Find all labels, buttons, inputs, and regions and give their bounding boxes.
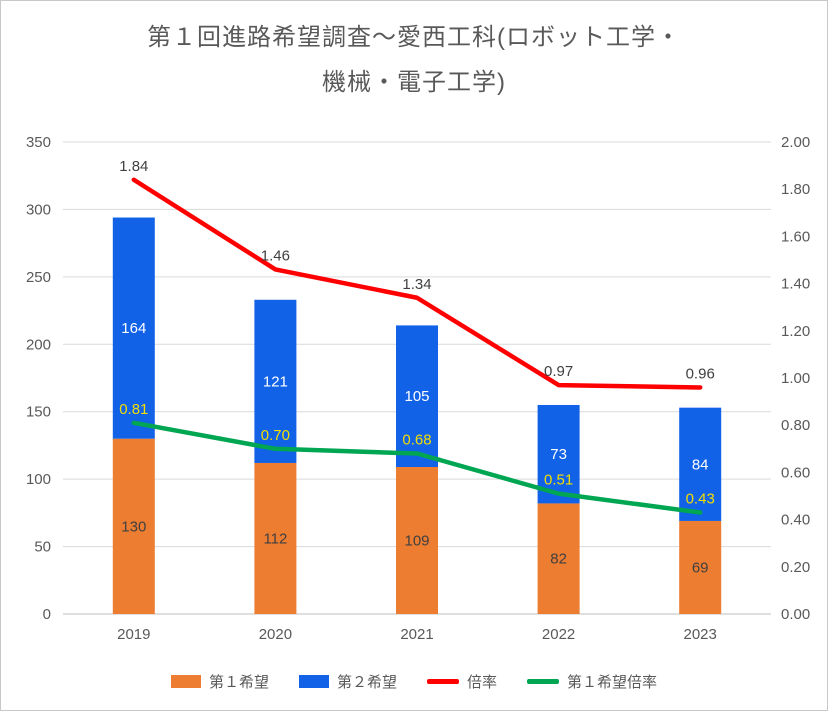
legend-item: 倍率	[427, 671, 497, 692]
bar-data-label: 112	[263, 530, 287, 547]
line-data-label: 0.97	[544, 363, 573, 380]
bar-data-label: 82	[550, 551, 567, 568]
bar-segment	[112, 217, 155, 439]
category-label: 2021	[400, 626, 433, 643]
left-axis-tick: 0	[43, 606, 51, 623]
bar-data-label: 84	[692, 456, 709, 473]
legend-label: 第１希望倍率	[567, 674, 658, 691]
category-label: 2020	[259, 626, 292, 643]
right-axis-tick: 1.00	[781, 370, 810, 387]
category-label: 2019	[117, 626, 150, 643]
bar-data-label: 164	[121, 320, 146, 337]
legend-line-marker	[527, 679, 560, 684]
right-axis-tick: 0.40	[781, 512, 810, 529]
bar-segment	[537, 404, 580, 504]
category-label: 2023	[684, 626, 717, 643]
chart-title-line1: 第１回進路希望調査～愛西工科(ロボット工学・	[147, 24, 681, 51]
chart-legend: 第１希望 第２希望 倍率 第１希望倍率	[1, 671, 827, 692]
line-data-label: 1.34	[402, 276, 431, 293]
legend-label: 第１希望	[208, 674, 269, 691]
legend-line-marker	[427, 679, 459, 684]
bar-segment	[396, 467, 438, 614]
bar-segment	[679, 520, 722, 614]
line-data-label: 0.43	[686, 491, 715, 508]
bar-segment	[537, 503, 580, 614]
right-axis-tick: 0.00	[781, 606, 810, 623]
bar-segment	[112, 438, 155, 614]
right-axis-tick: 1.40	[781, 276, 810, 293]
left-axis-tick: 150	[26, 404, 51, 421]
left-axis-tick: 50	[34, 539, 51, 556]
right-axis-tick: 0.80	[781, 417, 810, 434]
right-axis-tick: 0.60	[781, 464, 810, 481]
line-data-label: 0.68	[402, 432, 431, 449]
right-axis-tick: 0.20	[781, 559, 810, 576]
line-data-label: 0.96	[686, 365, 715, 382]
line-data-label: 0.81	[119, 401, 148, 418]
left-axis-tick: 200	[26, 336, 51, 353]
bar-segment	[679, 407, 722, 521]
bar-data-label: 109	[404, 533, 429, 550]
line-data-label: 0.70	[261, 427, 290, 444]
bar-segment	[396, 325, 438, 468]
legend-label: 倍率	[467, 674, 498, 691]
line-data-label: 0.51	[544, 472, 573, 489]
bar-data-label: 73	[550, 446, 567, 463]
bar-data-label: 105	[404, 388, 429, 405]
line-series	[131, 177, 703, 390]
legend-bar-marker	[298, 675, 329, 688]
bar-data-label: 121	[263, 373, 288, 390]
line-series	[131, 420, 703, 515]
chart-title-line2: 機械・電子工学)	[322, 69, 506, 96]
left-axis-tick: 100	[26, 471, 51, 488]
right-axis-tick: 1.80	[781, 181, 810, 198]
category-label: 2022	[542, 626, 575, 643]
legend-item: 第１希望	[170, 671, 269, 692]
right-axis-tick: 1.20	[781, 323, 810, 340]
legend-label: 第２希望	[336, 674, 397, 691]
bar-data-label: 69	[692, 559, 709, 576]
bar-segment	[254, 299, 297, 463]
bar-data-label: 130	[121, 518, 146, 535]
right-axis-tick: 2.00	[781, 134, 810, 151]
line-data-label: 1.46	[261, 247, 290, 264]
legend-item: 第２希望	[298, 671, 397, 692]
legend-item: 第１希望倍率	[527, 671, 657, 692]
legend-bar-marker	[170, 675, 201, 688]
chart-title: 第１回進路希望調査～愛西工科(ロボット工学・ 機械・電子工学)	[1, 15, 827, 105]
right-axis-tick: 1.60	[781, 228, 810, 245]
left-axis-tick: 300	[26, 201, 51, 218]
left-axis-tick: 250	[26, 269, 51, 286]
line-data-label: 1.84	[119, 158, 148, 175]
left-axis-tick: 350	[26, 134, 51, 151]
bar-segment	[254, 462, 297, 614]
